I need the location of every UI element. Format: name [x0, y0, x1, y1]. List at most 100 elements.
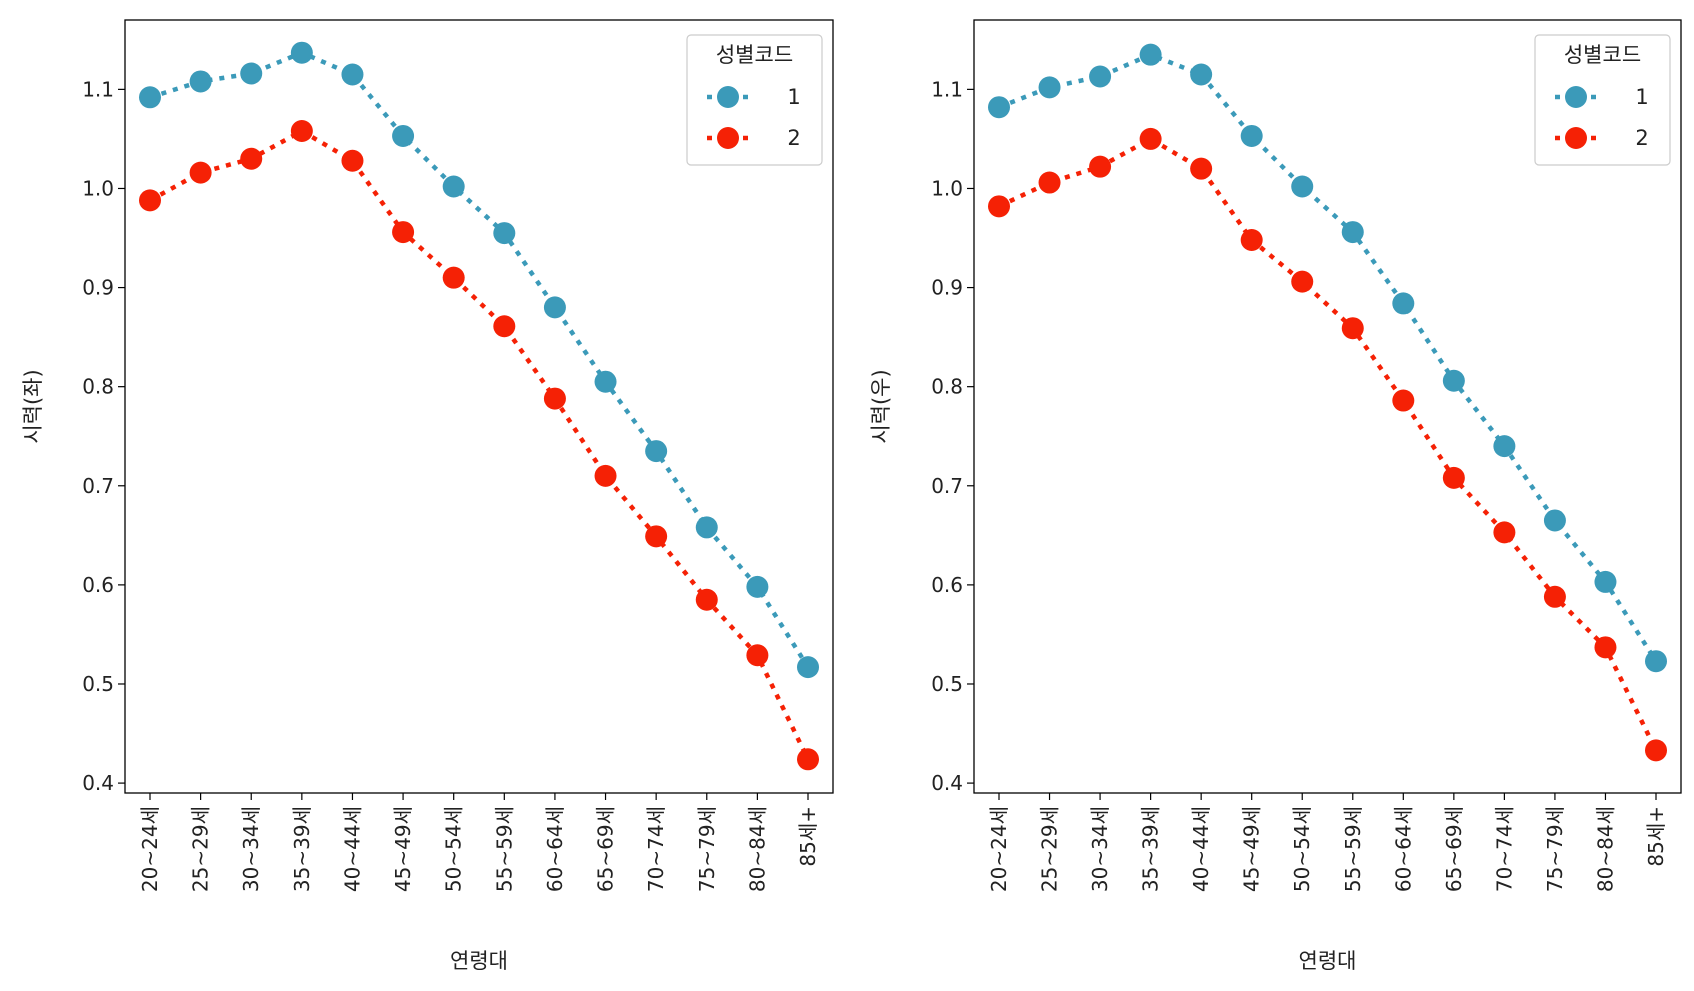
series-2-point — [1190, 157, 1213, 180]
x-axis-label: 연령대 — [1299, 949, 1357, 973]
series-2-point — [988, 195, 1010, 218]
series-1-point — [1089, 65, 1112, 88]
x-tick-label: 35~39세 — [290, 806, 314, 892]
x-tick-label: 50~54세 — [1290, 806, 1314, 892]
x-tick-label: 30~34세 — [1088, 806, 1112, 892]
series-2-point — [1038, 171, 1061, 194]
x-tick-label: 30~34세 — [239, 806, 263, 892]
x-tick-label: 75~79세 — [695, 806, 719, 892]
legend-title: 성별코드 — [716, 43, 793, 67]
series-2-point — [543, 387, 566, 410]
series-2-point — [290, 119, 313, 142]
y-tick-label: 1.1 — [931, 77, 963, 101]
legend-entry-label: 1 — [787, 85, 800, 109]
series-2-point — [1594, 636, 1617, 659]
series-2-point — [1543, 585, 1566, 608]
series-1-line — [149, 50, 810, 669]
y-tick-label: 0.4 — [82, 771, 114, 795]
y-tick-label: 0.4 — [931, 771, 963, 795]
series-2-point — [442, 266, 465, 289]
x-tick-label: 65~69세 — [594, 806, 618, 892]
y-axis-label: 시력(우) — [869, 369, 893, 443]
y-tick-label: 0.7 — [931, 474, 963, 498]
series-1-point — [139, 86, 161, 109]
x-tick-label: 75~79세 — [1543, 806, 1567, 892]
series-1-point — [392, 124, 415, 147]
series-2-point — [1493, 521, 1516, 544]
left-chart-panel: 0.4 0.5 0.6 0.7 0.8 0.9 1.0 1.1 20~24세 25~29세 30~3… — [21, 19, 834, 973]
right-chart-panel: 0.4 0.5 0.6 0.7 0.8 0.9 1.0 1.1 20~24세 25~29세 30~3… — [869, 19, 1682, 973]
series-1-point — [988, 96, 1010, 119]
series-2-point — [645, 525, 668, 548]
y-tick-label: 0.5 — [931, 672, 963, 696]
y-tick-label: 0.8 — [82, 375, 114, 399]
x-tick-label: 80~84세 — [745, 806, 769, 892]
series-2-point — [746, 644, 769, 667]
legend-title: 성별코드 — [1564, 43, 1641, 67]
x-tick-label: 85세+ — [796, 806, 820, 867]
series-1-point — [645, 440, 668, 463]
x-tick-label: 25~29세 — [189, 806, 213, 892]
series-1-point — [290, 41, 313, 64]
series-1-point — [1038, 76, 1061, 99]
plot-frame — [973, 19, 1682, 794]
series-2-point — [341, 149, 364, 172]
series-2-point — [1341, 317, 1364, 340]
series-2-point — [139, 189, 161, 212]
legend-swatch-marker — [717, 127, 739, 149]
series-2-point — [1442, 466, 1465, 489]
x-axis-label: 연령대 — [450, 949, 508, 973]
series-1-point — [1139, 43, 1162, 66]
y-tick-label: 1.0 — [82, 176, 114, 200]
series-1-point — [1543, 509, 1566, 532]
x-tick-label: 50~54세 — [442, 806, 466, 892]
y-tick-label: 0.9 — [82, 276, 114, 300]
y-tick-label: 0.8 — [931, 375, 963, 399]
series-1-point — [1190, 63, 1213, 86]
x-tick-label: 35~39세 — [1139, 806, 1163, 892]
legend-entry-label: 2 — [787, 126, 800, 150]
x-tick-label: 45~49세 — [1240, 806, 1264, 892]
series-1-point — [543, 296, 566, 319]
x-tick-label: 55~59세 — [1341, 806, 1365, 892]
y-tick-label: 0.5 — [82, 672, 114, 696]
x-tick-label: 60~64세 — [1391, 806, 1415, 892]
x-tick-label: 40~44세 — [1189, 806, 1213, 892]
series-2-point — [1392, 389, 1415, 412]
series-1-point — [240, 62, 263, 85]
series-1-point — [1240, 124, 1263, 147]
x-tick-label: 70~74세 — [644, 806, 668, 892]
series-2-point — [1645, 739, 1667, 762]
x-tick-label: 40~44세 — [340, 806, 364, 892]
series-2-point — [392, 221, 415, 244]
series-1-point — [594, 370, 617, 393]
series-1-point — [746, 575, 769, 598]
y-tick-label: 0.9 — [931, 276, 963, 300]
legend-entry-label: 2 — [1635, 126, 1648, 150]
series-2-point — [1291, 270, 1314, 293]
series-1-point — [341, 63, 364, 86]
y-tick-label: 0.6 — [82, 573, 114, 597]
series-2-point — [695, 588, 718, 611]
x-tick-label: 60~64세 — [543, 806, 567, 892]
x-tick-label: 20~24세 — [987, 806, 1011, 892]
series-2-point — [594, 464, 617, 487]
series-1-point — [797, 656, 819, 679]
series-2-point — [493, 315, 516, 338]
series-1-point — [1594, 570, 1617, 593]
x-tick-label: 25~29세 — [1038, 806, 1062, 892]
y-tick-label: 0.6 — [931, 573, 963, 597]
x-tick-label: 55~59세 — [492, 806, 516, 892]
x-tick-label: 85세+ — [1644, 806, 1668, 867]
series-1-point — [1341, 221, 1364, 244]
y-tick-label: 1.1 — [82, 77, 114, 101]
series-2-line — [998, 136, 1659, 752]
x-tick-label: 65~69세 — [1442, 806, 1466, 892]
x-tick-label: 20~24세 — [138, 806, 162, 892]
series-1-point — [1291, 175, 1314, 198]
series-1-point — [1645, 650, 1667, 673]
series-1-point — [695, 516, 718, 539]
x-tick-label: 80~84세 — [1593, 806, 1617, 892]
series-2-point — [240, 147, 263, 170]
